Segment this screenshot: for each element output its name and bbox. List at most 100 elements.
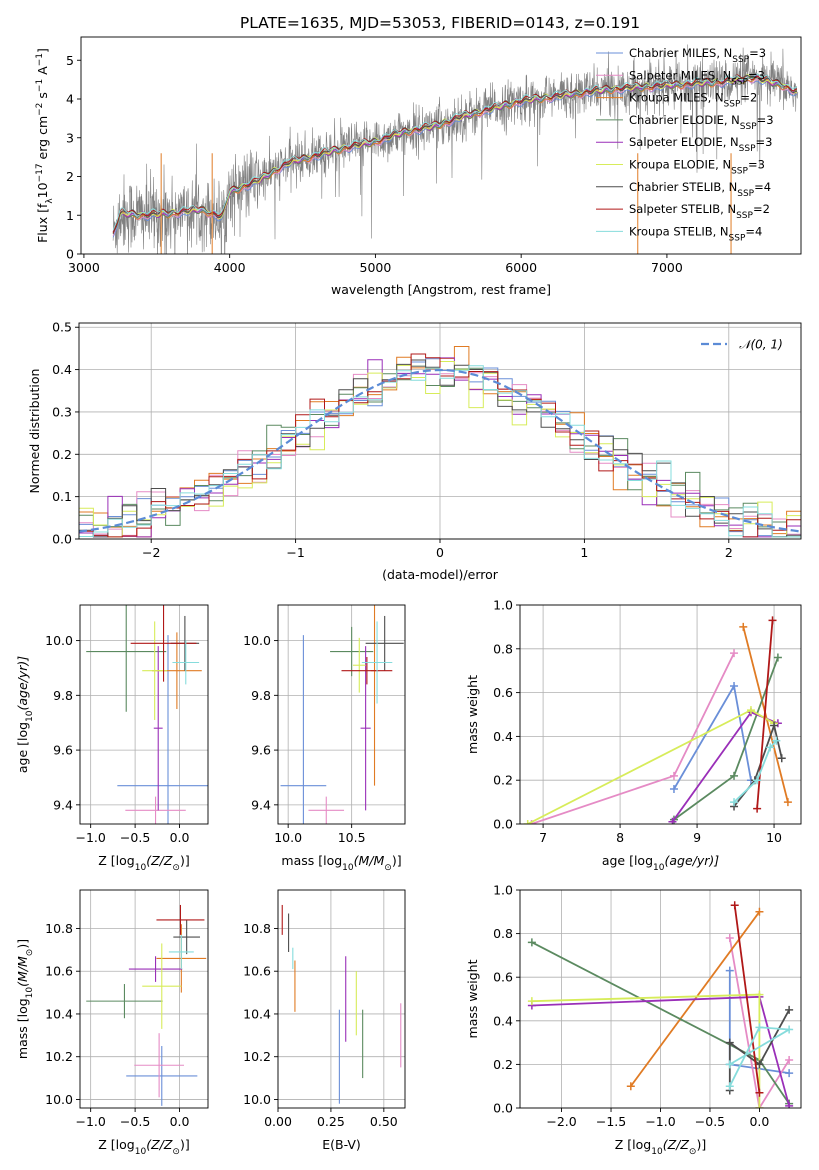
- label-part: mass weight: [465, 959, 480, 1038]
- x-axis-label: Z [log10(Z/Z⊙)]: [98, 1137, 189, 1157]
- label-part: Normed distribution: [27, 369, 42, 494]
- plot-area: [112, 44, 799, 254]
- label-part: SSP: [736, 211, 753, 221]
- y-tick-label: 10.4: [243, 1006, 271, 1021]
- data-point-marker: [777, 754, 786, 763]
- y-tick-label: 10.8: [243, 921, 271, 936]
- data-point-marker: [730, 771, 739, 780]
- label-part: SSP: [729, 233, 746, 243]
- data-point-marker: [755, 1104, 764, 1108]
- y-tick-label: 0.3: [52, 404, 72, 419]
- label-part: )]: [696, 1137, 706, 1152]
- label-part: −1: [35, 53, 45, 66]
- spectrum-panel: 3000 4000 5000 6000 7000 0 1 2 3 4 5 Chabrier MILES…: [35, 36, 802, 297]
- label-part: 10: [342, 863, 354, 873]
- label-part: mass [log: [281, 853, 342, 868]
- x-tick-label: −1.0: [75, 1114, 105, 1129]
- x-tick-label: 0.0: [749, 1114, 769, 1129]
- label-part: (M/M: [15, 956, 30, 987]
- data-point-marker: [739, 622, 748, 631]
- y-tick-label: 1: [66, 208, 74, 223]
- data-point-marker: [755, 907, 764, 916]
- mass-vs-metallicity-panel: −1.0 −0.5 0.010.010.210.410.610.8Z [log10(…: [15, 889, 209, 1157]
- y-tick-label: 0: [66, 247, 74, 262]
- age-vs-metallicity-panel: −1.0 −0.5 0.09.49.69.810.0Z [log10(Z/Z⊙)]a…: [15, 604, 209, 873]
- label-part: s: [35, 92, 50, 103]
- x-tick-label: −0.5: [120, 1114, 150, 1129]
- y-tick-label: 0.1: [52, 489, 72, 504]
- data-point-marker: [746, 706, 755, 715]
- x-axis-label: Z [log10(Z/Z⊙)]: [615, 1137, 706, 1157]
- x-tick-label: 0.0: [170, 830, 190, 845]
- label-part: (age/yr)]: [15, 656, 30, 711]
- y-tick-label: 0.4: [493, 1013, 513, 1028]
- x-axis-label: wavelength [Angstrom, rest frame]: [331, 282, 551, 297]
- label-part: SSP: [731, 77, 748, 87]
- data-point-marker: [785, 1005, 794, 1014]
- y-axis-label: mass weight: [465, 675, 480, 754]
- y-tick-label: 10.8: [45, 921, 73, 936]
- plot-area: [86, 904, 207, 1106]
- x-axis-label: (data-model)/error: [382, 567, 499, 582]
- label-part: λ: [45, 198, 55, 204]
- label-part: wavelength [Angstrom, rest frame]: [331, 282, 551, 297]
- mass-weight-line: [733, 905, 761, 1093]
- label-part: ⊙: [689, 1147, 697, 1157]
- data-point-marker: [766, 743, 775, 752]
- label-part: (data-model)/error: [382, 567, 499, 582]
- y-tick-label: 10.2: [243, 1049, 271, 1064]
- model-spectrum-line: [112, 73, 798, 231]
- x-tick-label: 6000: [505, 260, 537, 275]
- axes-frame: [519, 604, 802, 825]
- legend-label: 𝒩(0, 1): [739, 338, 783, 352]
- y-tick-label: 10.0: [45, 633, 73, 648]
- x-tick-label: 0: [436, 545, 444, 560]
- data-point-marker: [523, 820, 532, 824]
- legend-label: Chabrier STELIB, NSSP=4: [629, 180, 771, 199]
- label-part: (M/M: [354, 853, 385, 868]
- x-tick-label: −1.5: [596, 1114, 626, 1129]
- y-tick-label: 0.0: [493, 817, 513, 832]
- y-tick-label: 9.8: [251, 688, 271, 703]
- label-part: )]: [180, 853, 190, 868]
- label-part: (age/yr)]: [664, 853, 719, 868]
- axes-frame: [277, 889, 406, 1109]
- label-part: ⊙: [384, 863, 392, 873]
- x-tick-label: 0.00: [264, 1114, 292, 1129]
- x-tick-label: 10.5: [338, 830, 366, 845]
- x-tick-label: −1: [286, 545, 304, 560]
- data-point-marker: [755, 1023, 764, 1032]
- x-tick-label: −1.0: [75, 830, 105, 845]
- label-part: 10: [135, 1147, 147, 1157]
- plot-area: [86, 605, 208, 824]
- label-part: −1: [35, 79, 45, 92]
- data-point-marker: [730, 901, 739, 910]
- y-tick-label: 10.0: [243, 633, 271, 648]
- y-axis-label: Flux [fλ10−17 erg cm−2 s−1 A−1]: [35, 48, 55, 243]
- x-tick-label: 1: [580, 545, 588, 560]
- legend-label: Chabrier ELODIE, NSSP=3: [629, 113, 774, 132]
- x-tick-label: −2.0: [546, 1114, 576, 1129]
- label-part: =2: [753, 202, 770, 216]
- data-point-marker: [669, 784, 678, 793]
- label-part: ]: [35, 48, 50, 53]
- label-part: =4: [754, 180, 771, 194]
- label-part: Salpeter MILES, N: [629, 68, 731, 82]
- axes-frame: [79, 604, 209, 825]
- data-point-marker: [527, 938, 536, 947]
- y-tick-label: 4: [66, 92, 74, 107]
- label-part: (Z/Z: [146, 853, 173, 868]
- data-point-marker: [725, 933, 734, 942]
- y-axis-label: mass [log10(M/M⊙)]: [15, 939, 35, 1059]
- data-point-marker: [669, 771, 678, 780]
- y-tick-label: 9.4: [251, 797, 271, 812]
- histogram-step-line: [79, 353, 801, 538]
- y-tick-label: 9.4: [53, 797, 73, 812]
- label-part: SSP: [740, 122, 757, 132]
- age-vs-mass-panel: 10.0 10.5 9.4 9.6 9.8 10.0 mass [log10(M/M⊙)]: [243, 604, 406, 873]
- label-part: =3: [756, 135, 773, 149]
- histogram-step-line: [79, 357, 801, 538]
- plot-area: [280, 605, 404, 824]
- label-part: 10: [25, 710, 35, 722]
